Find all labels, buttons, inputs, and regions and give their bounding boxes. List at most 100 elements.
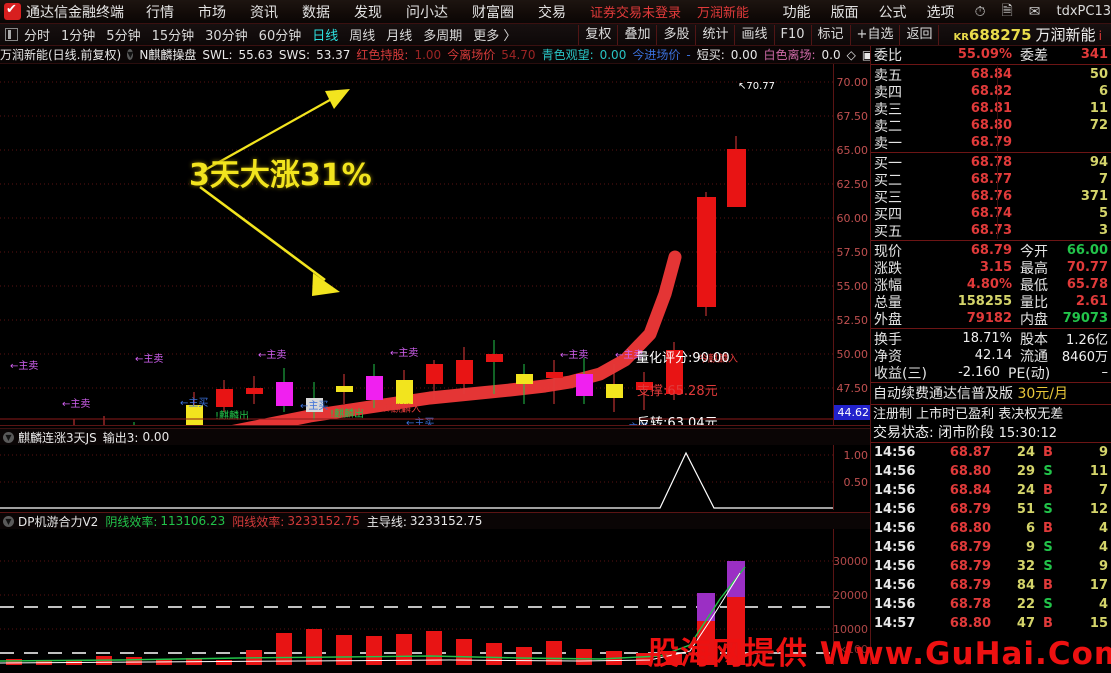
ask-row[interactable]: 卖五 68.84 50 bbox=[871, 66, 1111, 84]
bid-row[interactable]: 买一 68.78 94 bbox=[871, 154, 1111, 172]
period-30min[interactable]: 30分钟 bbox=[205, 29, 248, 44]
book-icon[interactable]: 🗎 bbox=[1001, 2, 1013, 19]
marker-zhumai-buy: ←主买 bbox=[406, 417, 434, 426]
price-tick: 70.00 bbox=[836, 76, 869, 89]
menu-item-layout[interactable]: 版面 bbox=[830, 4, 859, 21]
tick-time: 14:56 bbox=[874, 464, 916, 479]
stat2-label2: 股本 bbox=[1020, 331, 1048, 348]
ask-row[interactable]: 卖一 68.79 bbox=[871, 134, 1111, 152]
bid-row[interactable]: 买四 68.74 5 bbox=[871, 205, 1111, 223]
panel-toggle-icon[interactable] bbox=[5, 28, 18, 41]
tick-price: 68.80 bbox=[949, 464, 991, 479]
volume-bars bbox=[6, 561, 745, 665]
button-adjust[interactable]: 复权 bbox=[578, 24, 619, 45]
stat-label2: 内盘 bbox=[1020, 311, 1048, 328]
period-multi[interactable]: 多周期 bbox=[423, 29, 463, 44]
vol-tick: 10000 bbox=[833, 623, 868, 636]
menu-item-assistant[interactable]: 问小达 bbox=[406, 4, 448, 21]
ask-row[interactable]: 卖四 68.82 6 bbox=[871, 83, 1111, 101]
period-60min[interactable]: 60分钟 bbox=[258, 29, 302, 44]
bid-price: 68.77 bbox=[970, 172, 1012, 187]
indicator1-panel[interactable] bbox=[0, 445, 833, 510]
tick-dir: S bbox=[1043, 559, 1053, 574]
menu-item-news[interactable]: 资讯 bbox=[250, 4, 278, 21]
period-more[interactable]: 更多 〉 bbox=[473, 29, 517, 44]
button-multistock[interactable]: 多股 bbox=[656, 24, 697, 45]
menu-item-data[interactable]: 数据 bbox=[302, 4, 330, 21]
marker-zhumai: ←主卖 bbox=[10, 360, 38, 372]
main-candlestick-chart[interactable]: ←主卖 ←主卖 ←主卖 ←44.76 ←主买 !麒麟出 ←主卖 ←主买 ☆麒麟入… bbox=[0, 64, 870, 426]
button-f10[interactable]: F10 bbox=[773, 24, 812, 45]
bid-row[interactable]: 买二 68.77 7 bbox=[871, 171, 1111, 189]
chevron-down-icon[interactable]: ▼ bbox=[127, 49, 134, 60]
period-15min[interactable]: 15分钟 bbox=[151, 29, 195, 44]
indicator2-panel[interactable] bbox=[0, 529, 833, 665]
bid-price: 68.74 bbox=[970, 206, 1012, 221]
bid-row[interactable]: 买三 68.76 371 bbox=[871, 188, 1111, 206]
ask-row[interactable]: 卖三 68.81 11 bbox=[871, 100, 1111, 118]
tick-vol: 32 bbox=[1016, 559, 1035, 574]
menu-item-formula[interactable]: 公式 bbox=[878, 4, 907, 21]
bid-price: 68.73 bbox=[970, 223, 1012, 238]
button-back[interactable]: 返回 bbox=[899, 24, 940, 45]
bid-row[interactable]: 买五 68.73 3 bbox=[871, 222, 1111, 240]
menu-item-market[interactable]: 市场 bbox=[198, 4, 226, 21]
login-alert[interactable]: 证券交易未登录 bbox=[590, 6, 682, 21]
menu-item-quotes[interactable]: 行情 bbox=[146, 4, 174, 21]
period-daily[interactable]: 日线 bbox=[312, 29, 339, 44]
menu-item-trade[interactable]: 交易 bbox=[538, 4, 566, 21]
divider bbox=[871, 240, 1111, 241]
chevron-down-icon[interactable]: ▼ bbox=[3, 515, 14, 527]
promo-price: 30元/月 bbox=[1017, 386, 1068, 402]
marker-zhumai-buy: ←主买 bbox=[180, 397, 208, 409]
button-drawline[interactable]: 画线 bbox=[734, 24, 775, 45]
menu-item-wealth[interactable]: 财富圈 bbox=[472, 4, 514, 21]
indicator2-header: ▼ DP机游合力V2 阴线效率: 113106.23 阳线效率: 3233152… bbox=[0, 512, 870, 529]
marker-today-in: 今麒麟入 bbox=[698, 352, 738, 365]
tick-dir: S bbox=[1043, 597, 1053, 612]
menu-item-discover[interactable]: 发现 bbox=[354, 4, 382, 21]
button-addfav[interactable]: +自选 bbox=[849, 24, 901, 45]
stock-code-box[interactable]: KR 688275 万润新能 i bbox=[953, 24, 1101, 45]
period-monthly[interactable]: 月线 bbox=[386, 29, 413, 44]
bid-label: 买三 bbox=[874, 189, 902, 206]
login-alert-stock[interactable]: 万润新能 bbox=[697, 6, 750, 21]
button-stats[interactable]: 统计 bbox=[695, 24, 736, 45]
indicator-name: N麒麟操盘 bbox=[139, 48, 197, 62]
tick-time: 14:56 bbox=[874, 540, 916, 555]
bid-label: 买二 bbox=[874, 172, 902, 189]
diamond-icon[interactable]: ◇ bbox=[846, 47, 856, 62]
stat-row: 总量 158255 量比 2.61 bbox=[871, 293, 1111, 311]
tick-list[interactable]: 14:56 68.87 24 B 9 14:56 68.80 29 S 11 1… bbox=[871, 443, 1111, 633]
marker-zhumai: ←主卖 bbox=[135, 353, 163, 365]
period-5min[interactable]: 5分钟 bbox=[106, 29, 141, 44]
period-weekly[interactable]: 周线 bbox=[349, 29, 376, 44]
period-1min[interactable]: 1分钟 bbox=[61, 29, 96, 44]
panel-icon[interactable]: ▣ bbox=[861, 47, 874, 62]
button-overlay[interactable]: 叠加 bbox=[617, 24, 658, 45]
stat-value2: 2.61 bbox=[1075, 294, 1108, 309]
account-label[interactable]: tdxPC13 bbox=[1056, 4, 1111, 19]
period-toolbar: 分时 1分钟 5分钟 15分钟 30分钟 60分钟 日线 周线 月线 多周期 更… bbox=[0, 24, 1111, 46]
tick-price: 68.78 bbox=[949, 597, 991, 612]
tick-price: 68.84 bbox=[949, 483, 991, 498]
tick-num: 9 bbox=[1098, 559, 1108, 574]
button-mark[interactable]: 标记 bbox=[810, 24, 851, 45]
tick-num: 4 bbox=[1098, 540, 1108, 555]
menu-bar: 通达信金融终端 行情 市场 资讯 数据 发现 问小达 财富圈 交易 证券交易未登… bbox=[0, 0, 1111, 24]
green-line bbox=[0, 566, 746, 662]
stat-value2: 65.78 bbox=[1066, 277, 1108, 292]
refresh-icon[interactable]: ⏱ bbox=[974, 3, 986, 20]
indicator2-axis: 30000 20000 10000 ×100 bbox=[833, 529, 870, 665]
chevron-down-icon[interactable]: ▼ bbox=[3, 431, 14, 443]
ask-row[interactable]: 卖二 68.80 72 bbox=[871, 117, 1111, 135]
mail-icon[interactable]: ✉ bbox=[1028, 3, 1041, 20]
period-fenshi[interactable]: 分时 bbox=[24, 29, 51, 44]
stat2-value: -2.160 bbox=[958, 365, 1000, 380]
exit-value: 54.70 bbox=[501, 47, 536, 62]
info-icon[interactable]: i bbox=[1098, 29, 1102, 43]
menu-item-function[interactable]: 功能 bbox=[782, 4, 811, 21]
tick-dir: B bbox=[1043, 483, 1053, 498]
promo-banner[interactable]: 自动续费通达信普及版 30元/月 bbox=[871, 384, 1111, 404]
menu-item-options[interactable]: 选项 bbox=[926, 4, 955, 21]
